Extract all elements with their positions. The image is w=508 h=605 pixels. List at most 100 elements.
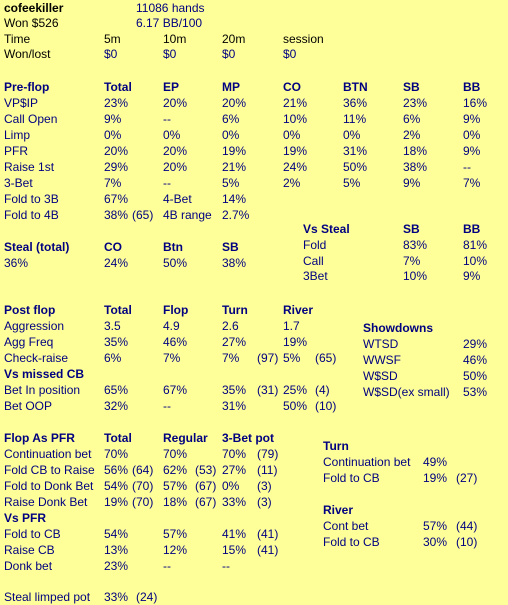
preflop-cell-bb: 0%	[463, 128, 481, 142]
steal-limped-value: 33%	[104, 590, 129, 604]
vs-steal-fold-bb: 81%	[463, 238, 488, 252]
preflop-cell-co: 2%	[283, 176, 301, 190]
preflop-h-total: Total	[104, 80, 132, 94]
preflop-h-mp: MP	[222, 80, 240, 94]
preflop-cell-mp: 0%	[222, 128, 240, 142]
preflop-cell-bb: --	[463, 160, 471, 174]
flop-pfr-total: 54%	[104, 479, 129, 493]
river-cbet-n: (44)	[456, 519, 478, 533]
turn-title: Turn	[323, 439, 349, 453]
flop-pfr-h-3bet: 3-Bet pot	[222, 431, 274, 445]
wsd-label: W$SD	[363, 369, 398, 383]
vs-steal-h-sb: SB	[403, 222, 420, 236]
bb-per-100: 6.17 BB/100	[136, 16, 203, 30]
flop-pfr-h-regular: Regular	[163, 431, 208, 445]
vs-pfr-3bet: --	[222, 559, 230, 573]
preflop-title: Pre-flop	[4, 80, 50, 94]
wtsd-value: 29%	[463, 337, 488, 351]
preflop-cell-mp: 21%	[222, 160, 247, 174]
preflop-cell-co: 19%	[283, 144, 308, 158]
time-10m: 10m	[163, 32, 187, 46]
vs-steal-call-label: Call	[303, 254, 324, 268]
aggression-label: Aggression	[4, 319, 65, 333]
aggfreq-flop: 46%	[163, 335, 188, 349]
flop-pfr-regular-n: (67)	[195, 495, 217, 509]
flop-pfr-3bet-n: (3)	[257, 495, 272, 509]
aggression-total: 3.5	[104, 319, 121, 333]
turn-fold-cb-label: Fold to CB	[323, 471, 380, 485]
preflop-cell-ep: 20%	[163, 96, 188, 110]
checkraise-label: Check-raise	[4, 351, 69, 365]
steal-btn: 50%	[163, 256, 188, 270]
preflop-cell-bb: 7%	[463, 176, 481, 190]
vs-steal-3bet-bb: 9%	[463, 269, 481, 283]
steal-limped-label: Steal limped pot	[4, 590, 91, 604]
preflop-cell-mp: 20%	[222, 96, 247, 110]
steal-h-btn: Btn	[163, 240, 183, 254]
postflop-h-flop: Flop	[163, 303, 189, 317]
checkraise-river: 5%	[283, 351, 301, 365]
preflop-cell-btn: 11%	[343, 112, 367, 126]
vs-pfr-3bet: 15%	[222, 543, 247, 557]
preflop-cell-ep: 20%	[163, 160, 188, 174]
turn-cbet-label: Continuation bet	[323, 455, 411, 469]
vs-pfr-3bet-n: (41)	[257, 527, 279, 541]
flop-pfr-regular: 70%	[163, 447, 188, 461]
turn-fold-cb-n: (27)	[456, 471, 478, 485]
preflop-cell-btn: 5%	[343, 176, 361, 190]
preflop-cell-sb: 9%	[403, 176, 421, 190]
bet-ip-flop: 67%	[163, 383, 188, 397]
preflop-cell-co: 10%	[283, 112, 308, 126]
preflop-cell-btn: 0%	[343, 128, 361, 142]
steal-co: 24%	[104, 256, 129, 270]
river-fold-cb-n: (10)	[456, 535, 478, 549]
postflop-title: Post flop	[4, 303, 56, 317]
flop-pfr-row-label: Fold CB to Raise	[4, 463, 95, 477]
bet-oop-river-n: (10)	[315, 399, 337, 413]
wwsf-label: WWSF	[363, 353, 401, 367]
aggfreq-river: 19%	[283, 335, 308, 349]
vs-steal-call-bb: 10%	[463, 254, 488, 268]
bet-oop-total: 32%	[104, 399, 129, 413]
checkraise-river-n: (65)	[315, 351, 337, 365]
vs-steal-fold-label: Fold	[303, 238, 327, 252]
preflop-cell-btn: 36%	[343, 96, 368, 110]
flop-pfr-3bet: 33%	[222, 495, 247, 509]
wonlost-label: Won/lost	[4, 47, 51, 61]
time-20m: 20m	[222, 32, 246, 46]
preflop-cell-ep: --	[163, 176, 171, 190]
wonlost-session: $0	[283, 47, 297, 61]
wsd-value: 50%	[463, 369, 488, 383]
vs-pfr-total: 23%	[104, 559, 129, 573]
flop-pfr-regular: 18%	[163, 495, 188, 509]
preflop-h-sb: SB	[403, 80, 420, 94]
preflop-cell-total: 29%	[104, 160, 129, 174]
vs-pfr-regular: 12%	[163, 543, 188, 557]
vs-pfr-regular: 57%	[163, 527, 188, 541]
river-cbet-value: 57%	[423, 519, 448, 533]
vs-pfr-title: Vs PFR	[4, 511, 47, 525]
vs-pfr-row-label: Donk bet	[4, 559, 53, 573]
flop-pfr-3bet: 27%	[222, 463, 247, 477]
aggfreq-label: Agg Freq	[4, 335, 54, 349]
preflop-h-ep: EP	[163, 80, 180, 94]
flop-pfr-row-label: Raise Donk Bet	[4, 495, 88, 509]
preflop-row-label: PFR	[4, 144, 28, 158]
vs-pfr-3bet: 41%	[222, 527, 247, 541]
time-label: Time	[4, 32, 31, 46]
bet-ip-turn: 35%	[222, 383, 247, 397]
preflop-row-label: Call Open	[4, 112, 58, 126]
aggression-river: 1.7	[283, 319, 300, 333]
aggression-turn: 2.6	[222, 319, 239, 333]
vs-pfr-regular: --	[163, 559, 171, 573]
bet-ip-total: 65%	[104, 383, 129, 397]
river-fold-cb-label: Fold to CB	[323, 535, 380, 549]
flop-pfr-3bet-n: (3)	[257, 479, 272, 493]
turn-fold-cb-value: 19%	[423, 471, 448, 485]
vs-pfr-total: 54%	[104, 527, 129, 541]
preflop-cell-co: 0%	[283, 128, 301, 142]
bet-oop-label: Bet OOP	[4, 399, 53, 413]
preflop-cell-sb: 23%	[403, 96, 428, 110]
preflop-cell-sb: 2%	[403, 128, 421, 142]
